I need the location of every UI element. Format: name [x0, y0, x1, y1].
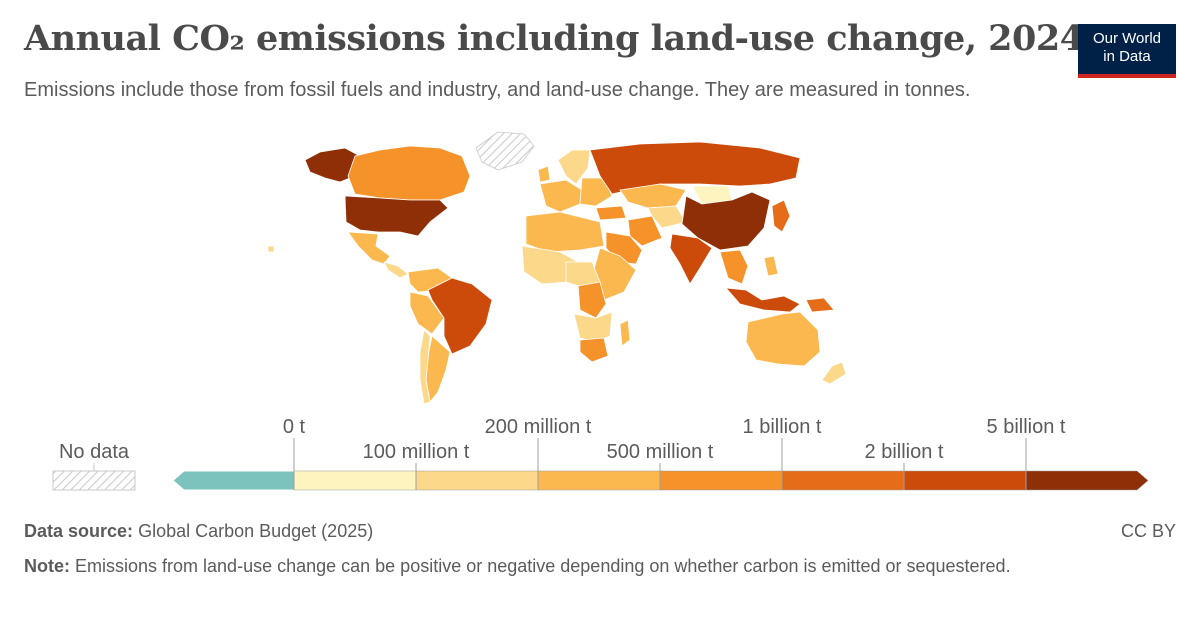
region-central-america[interactable]: [383, 261, 409, 279]
region-eastern-europe[interactable]: [579, 177, 613, 207]
data-source-label: Data source:: [24, 521, 134, 541]
region-southern-africa[interactable]: [573, 311, 613, 343]
license[interactable]: CC BY: [1120, 521, 1176, 541]
region-uk[interactable]: [537, 165, 551, 183]
legend-bin-negative[interactable]: [172, 470, 295, 491]
region-scandinavia[interactable]: [557, 149, 591, 185]
region-chile[interactable]: [419, 329, 431, 405]
chart-title: Annual CO₂ emissions including land-use …: [24, 18, 1084, 59]
region-papua[interactable]: [805, 297, 835, 313]
region-mexico[interactable]: [347, 231, 391, 265]
note-text: Emissions from land-use change can be po…: [75, 556, 1011, 576]
region-greenland: [475, 131, 535, 171]
region-brazil[interactable]: [427, 277, 493, 355]
region-india[interactable]: [669, 233, 713, 285]
legend-tick-top-2: 1 billion t: [743, 416, 822, 438]
legend-bin-1[interactable]: [415, 470, 539, 491]
chart-subtitle: Emissions include those from fossil fuel…: [24, 79, 971, 101]
legend-bin-6[interactable]: [1025, 470, 1149, 491]
region-china[interactable]: [681, 191, 771, 251]
legend-tick-bottom-2: 2 billion t: [865, 441, 944, 463]
region-madagascar[interactable]: [619, 319, 631, 347]
logo-line-2: in Data: [1103, 48, 1151, 65]
legend-bin-2[interactable]: [537, 470, 661, 491]
legend-bin-4[interactable]: [781, 470, 905, 491]
legend-color-scale: [172, 470, 1149, 491]
region-southeast-asia[interactable]: [719, 249, 749, 285]
region-united-states[interactable]: [344, 195, 449, 237]
legend-bin-5[interactable]: [903, 470, 1027, 491]
region-hawaii[interactable]: [267, 245, 275, 253]
region-iran[interactable]: [627, 215, 663, 247]
region-central-asia[interactable]: [647, 205, 687, 229]
region-indonesia[interactable]: [725, 287, 801, 313]
legend-no-data-label: No data: [59, 441, 130, 463]
legend-tick-bottom-0: 100 million t: [363, 441, 470, 463]
legend-tick-top-1: 200 million t: [485, 416, 592, 438]
region-north-africa[interactable]: [525, 211, 605, 253]
region-peru-bolivia[interactable]: [409, 291, 445, 335]
logo-line-1: Our World: [1092, 30, 1162, 47]
legend: No data 0 t 200 million t 1 billion t 5 bil…: [52, 416, 1149, 491]
note-label: Note:: [24, 556, 70, 576]
legend-ticks: 0 t 200 million t 1 billion t 5 billion t 10…: [283, 416, 1066, 490]
legend-tick-bottom-1: 500 million t: [607, 441, 714, 463]
region-australia[interactable]: [745, 311, 821, 367]
legend-bin-0[interactable]: [293, 470, 417, 491]
region-russia[interactable]: [589, 141, 801, 195]
owid-logo[interactable]: Our World in Data: [1078, 24, 1176, 78]
legend-bin-3[interactable]: [659, 470, 783, 491]
data-source: Data source: Global Carbon Budget (2025): [24, 521, 373, 542]
legend-tick-top-3: 5 billion t: [987, 416, 1066, 438]
region-philippines[interactable]: [763, 255, 779, 277]
region-japan-korea[interactable]: [771, 199, 791, 233]
chart-note: Note: Emissions from land-use change can…: [24, 554, 1064, 579]
legend-tick-top-0: 0 t: [283, 416, 306, 438]
region-central-africa[interactable]: [565, 261, 601, 287]
region-dr-congo[interactable]: [577, 281, 607, 319]
region-south-africa[interactable]: [579, 337, 609, 363]
region-new-zealand[interactable]: [821, 361, 847, 385]
region-turkey[interactable]: [595, 205, 627, 221]
region-western-europe[interactable]: [539, 179, 583, 213]
data-source-text[interactable]: Global Carbon Budget (2025): [138, 521, 374, 541]
region-canada[interactable]: [347, 145, 471, 201]
region-argentina[interactable]: [425, 335, 451, 403]
legend-no-data-swatch: [52, 470, 136, 491]
